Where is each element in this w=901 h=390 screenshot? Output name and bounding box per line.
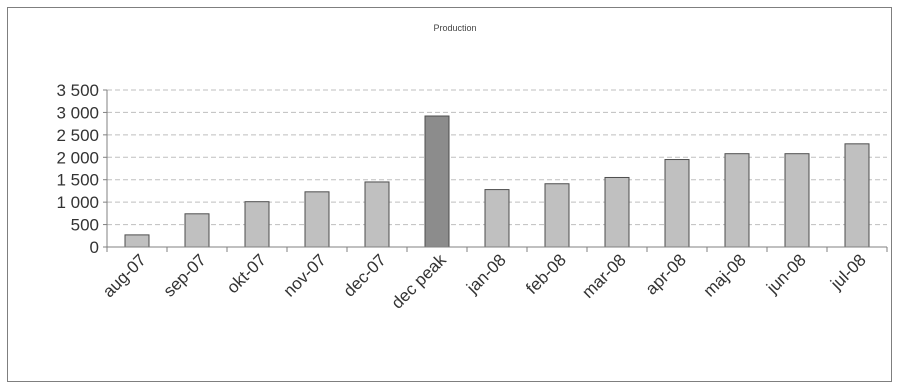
bar xyxy=(184,213,210,248)
bar xyxy=(244,201,270,248)
bar xyxy=(424,115,450,248)
y-tick-label: 1 000 xyxy=(56,193,99,212)
bar xyxy=(124,234,150,248)
bar xyxy=(304,191,330,248)
y-tick-label: 2 500 xyxy=(56,126,99,145)
x-tick-label: jul-08 xyxy=(826,250,870,294)
y-tick-labels: 0 500 1 000 1 500 2 000 2 500 3 000 3 500 xyxy=(56,81,99,257)
x-tick-label: jan-08 xyxy=(462,250,510,298)
bar-chart: Production 0 500 1 000 1 500 2 000 2 500 3 000… xyxy=(56,23,888,313)
bar xyxy=(364,181,390,248)
bar xyxy=(604,176,630,248)
y-tick-label: 2 000 xyxy=(56,148,99,167)
x-tick-label: nov-07 xyxy=(280,250,330,300)
x-tick-label: feb-08 xyxy=(522,250,570,298)
x-tick-label: jun-08 xyxy=(762,250,810,298)
gridlines xyxy=(107,89,887,226)
bar xyxy=(484,189,510,248)
bars xyxy=(124,115,870,248)
chart-frame: Production 0 500 1 000 1 500 2 000 2 500 3 000… xyxy=(7,7,892,382)
y-tick-label: 500 xyxy=(71,216,99,235)
x-tick-label: mar-08 xyxy=(578,250,630,302)
bar xyxy=(664,159,690,248)
y-tick-label: 0 xyxy=(90,238,99,257)
bar xyxy=(724,153,750,248)
bar xyxy=(784,153,810,248)
x-tick-label: dec peak xyxy=(388,250,451,313)
y-tick-label: 3 500 xyxy=(56,81,99,100)
x-tick-label: sep-07 xyxy=(160,250,210,300)
y-tick-label: 3 000 xyxy=(56,103,99,122)
x-tick-label: aug-07 xyxy=(99,250,150,301)
bar xyxy=(844,143,870,248)
y-tick-label: 1 500 xyxy=(56,171,99,190)
x-tick-label: dec-07 xyxy=(340,250,390,300)
x-tick-label: apr-08 xyxy=(642,250,690,298)
axes xyxy=(103,89,888,252)
x-tick-label: maj-08 xyxy=(700,250,750,300)
chart-title: Production xyxy=(433,23,476,33)
bar xyxy=(544,183,570,248)
x-tick-label: okt-07 xyxy=(223,250,270,297)
